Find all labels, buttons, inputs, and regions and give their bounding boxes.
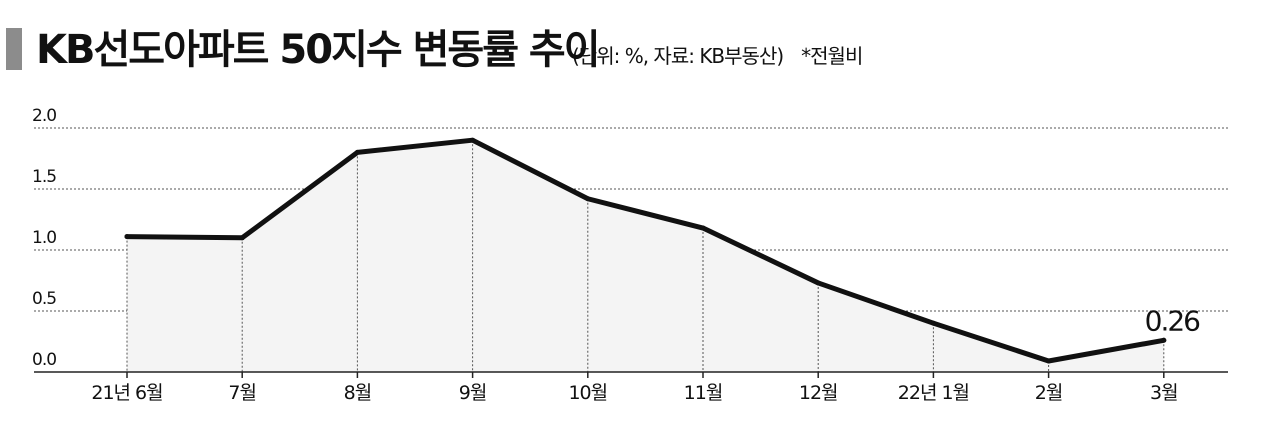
x-tick-label: 10월	[568, 382, 607, 404]
x-tick-label: 3월	[1150, 382, 1178, 404]
data-point	[470, 137, 476, 143]
x-tick-label: 12월	[799, 382, 838, 404]
area-layer	[127, 140, 1164, 372]
label-layer: 0.0 0.5 1.0 1.5 2.0 21년 6월 7월 8월 9월 10월 11월 12월 22년 …	[32, 106, 1202, 404]
data-point	[815, 280, 821, 286]
x-tick-label: 8월	[344, 382, 372, 404]
title-bar: KB선도아파트 50지수 변동률 추이 (단위: %, 자료: KB부동산) *전…	[0, 26, 1280, 76]
data-point	[585, 196, 591, 202]
x-tick-label: 22년 1월	[898, 382, 969, 404]
x-tick-label: 7월	[228, 382, 256, 404]
data-point	[1161, 337, 1167, 343]
unit-source-label: (단위: %, 자료: KB부동산)	[572, 44, 784, 68]
y-tick-label: 1.0	[32, 228, 56, 248]
area-fill	[127, 140, 1164, 372]
data-point	[124, 234, 130, 240]
data-point	[354, 149, 360, 155]
drop-lines-layer	[126, 140, 1165, 372]
y-tick-label: 0.5	[32, 289, 56, 309]
data-point	[239, 235, 245, 241]
x-tick-label: 9월	[459, 382, 487, 404]
y-tick-label: 0.0	[32, 350, 56, 370]
data-point	[1046, 358, 1052, 364]
axis-layer	[34, 371, 1228, 378]
data-point	[700, 225, 706, 231]
y-tick-label: 1.5	[32, 167, 56, 187]
y-tick-label: 2.0	[32, 106, 56, 126]
x-tick-label: 21년 6월	[91, 382, 162, 404]
x-tick-label: 11월	[684, 382, 723, 404]
chart-title: KB선도아파트 50지수 변동률 추이	[36, 27, 601, 73]
note-label: *전월비	[801, 44, 863, 68]
data-point	[930, 320, 936, 326]
chart-subtitle: (단위: %, 자료: KB부동산) *전월비	[572, 42, 863, 70]
series-line	[124, 137, 1167, 364]
line-layer	[124, 137, 1167, 364]
data-label: 0.26	[1145, 304, 1201, 337]
title-marker	[6, 28, 22, 70]
x-tick-label: 2월	[1035, 382, 1063, 404]
